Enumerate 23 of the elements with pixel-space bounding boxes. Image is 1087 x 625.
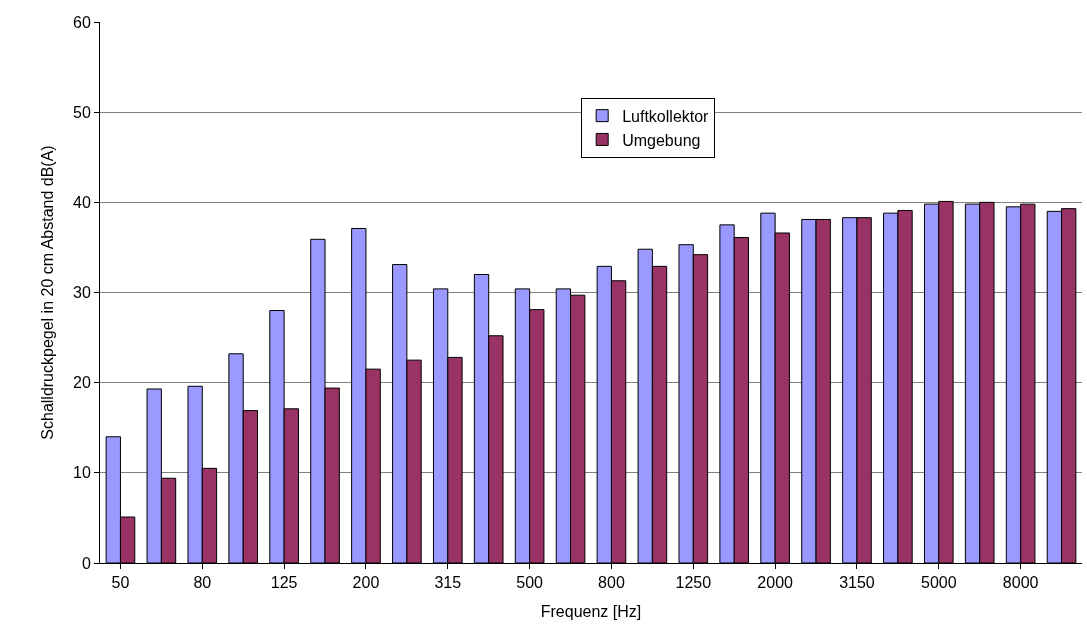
y-tick-label: 0: [81, 554, 91, 572]
y-tick-label: 10: [73, 464, 91, 482]
x-tick-label: 125: [270, 574, 298, 592]
legend-label: Luftkollektor: [622, 107, 710, 125]
y-tick-label: 50: [73, 103, 91, 121]
x-axis-title: Frequenz [Hz]: [540, 602, 642, 620]
x-tick-label: 1250: [675, 574, 712, 592]
y-axis-title: Schalldruckpegel in 20 cm Abstand dB(A): [38, 145, 56, 440]
x-tick-label: 800: [598, 574, 625, 592]
x-tick-label: 80: [193, 574, 212, 592]
x-tick-label: 50: [111, 574, 130, 592]
x-tick-label: 5000: [920, 574, 957, 592]
x-tick-label: 8000: [1002, 574, 1039, 592]
y-tick-label: 30: [73, 284, 91, 302]
y-tick-label: 20: [73, 374, 91, 392]
x-tick-label: 200: [352, 574, 380, 592]
x-tick-label: 3150: [839, 574, 875, 592]
x-tick-label: 2000: [757, 574, 794, 592]
legend-label: Umgebung: [622, 131, 701, 149]
x-tick-label: 500: [516, 574, 544, 592]
y-tick-label: 40: [73, 193, 91, 211]
x-tick-label: 315: [434, 574, 462, 592]
y-tick-label: 60: [73, 13, 91, 31]
